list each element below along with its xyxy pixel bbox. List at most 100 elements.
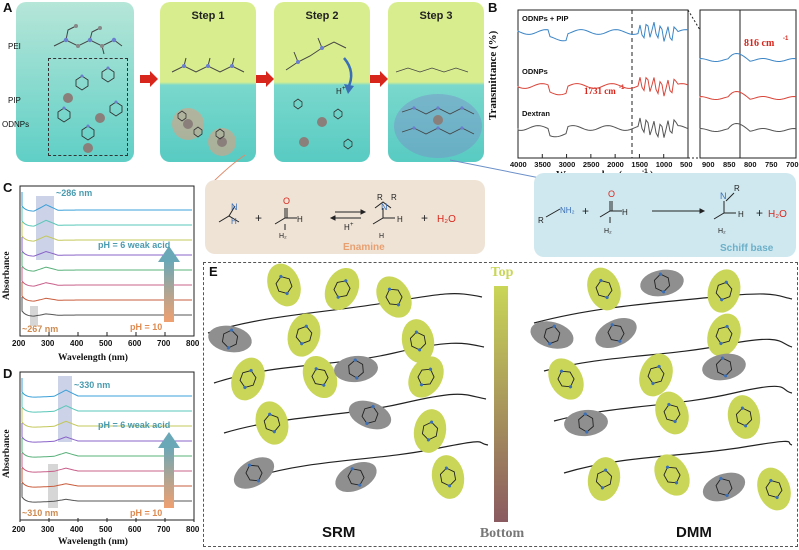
pei-ellipse bbox=[640, 269, 684, 297]
svg-text:H: H bbox=[379, 233, 384, 240]
svg-text:H₂: H₂ bbox=[718, 228, 726, 235]
uv-d-ph-low: pH = 10 bbox=[130, 508, 162, 518]
uv-d-tick-200: 200 bbox=[12, 525, 26, 534]
svg-text:+: + bbox=[421, 211, 428, 225]
pei-ellipse bbox=[334, 355, 378, 383]
ftir-series-label-3: Dextran bbox=[522, 109, 550, 118]
pei-ellipse bbox=[702, 353, 746, 381]
svg-text:N: N bbox=[381, 202, 388, 212]
uv-c-spectrum-7 bbox=[21, 282, 192, 302]
svg-text:N: N bbox=[720, 191, 727, 201]
ftir-tick-2500: 2500 bbox=[583, 160, 600, 169]
ftir-tick-1500: 1500 bbox=[631, 160, 648, 169]
uv-c-peak-high: ~286 nm bbox=[56, 188, 92, 198]
pip-ellipse bbox=[324, 267, 360, 311]
uv-c-spectrum-1 bbox=[21, 192, 192, 212]
pei-ellipse bbox=[564, 409, 608, 437]
ftir-zoom-frame bbox=[699, 9, 797, 159]
pip-ellipse bbox=[408, 356, 444, 398]
ftir-zoom-odnps bbox=[699, 91, 797, 100]
svg-text:N: N bbox=[231, 202, 238, 212]
uv-d-tick-800: 800 bbox=[186, 525, 200, 534]
svg-text:H: H bbox=[344, 223, 350, 232]
pip-ellipse bbox=[413, 409, 447, 453]
uv-c-spectrum-6 bbox=[21, 267, 192, 287]
step-3-box: Step 3 bbox=[388, 2, 484, 162]
uv-d-spectrum-7 bbox=[21, 468, 192, 488]
svg-text:H: H bbox=[231, 217, 237, 226]
label-pei: PEI bbox=[8, 42, 21, 51]
panel-b-label: B bbox=[488, 0, 498, 15]
uv-c-peak-low: ~267 nm bbox=[22, 324, 58, 334]
uv-c-xlabel: Wavelength (nm) bbox=[58, 352, 128, 363]
ftir-zoom-tick-750: 750 bbox=[765, 160, 778, 169]
schiff-reaction-box bbox=[534, 173, 796, 257]
uv-c-ylabel: Absorbance bbox=[2, 251, 12, 300]
uv-c-tick-200: 200 bbox=[12, 339, 26, 348]
uv-c-tick-600: 600 bbox=[128, 339, 142, 348]
ftir-zoom-dextran bbox=[699, 123, 797, 132]
svg-text:+: + bbox=[255, 211, 262, 225]
pip-ellipse bbox=[757, 467, 791, 511]
pip-ellipse bbox=[707, 269, 741, 313]
label-srm: SRM bbox=[322, 524, 356, 541]
enamine-water: H₂O bbox=[437, 214, 456, 225]
ftir-zoom-tick-700: 700 bbox=[786, 160, 799, 169]
enamine-label: Enamine bbox=[343, 242, 385, 253]
uv-c-spectrum-3 bbox=[21, 222, 192, 242]
pip-ellipse bbox=[376, 276, 412, 318]
pip-ellipse bbox=[231, 357, 265, 401]
pip-ellipse bbox=[727, 395, 761, 439]
pip-ellipse bbox=[707, 313, 741, 357]
uv-d-spectrum-8 bbox=[21, 483, 192, 503]
pip-ellipse bbox=[548, 358, 584, 400]
svg-text:+: + bbox=[756, 206, 763, 220]
svg-text:+: + bbox=[342, 86, 346, 92]
schiff-base-label: Schiff base bbox=[720, 243, 774, 254]
uv-d-ylabel: Absorbance bbox=[2, 429, 12, 478]
arrow-to-step2 bbox=[256, 71, 274, 87]
gradient-bar bbox=[494, 286, 508, 522]
ftir-series-label-1: ODNPs + PIP bbox=[522, 14, 568, 23]
step-3-title: Step 3 bbox=[419, 10, 453, 22]
label-odnps: ODNPs bbox=[2, 120, 30, 129]
schiff-water: H₂O bbox=[768, 209, 787, 220]
arrow-to-step3 bbox=[370, 71, 388, 87]
peak-286-band bbox=[36, 196, 54, 260]
ftir-tick-3000: 3000 bbox=[559, 160, 576, 169]
svg-text:R: R bbox=[391, 193, 397, 202]
svg-text:R: R bbox=[377, 193, 383, 202]
ftir-tick-1000: 1000 bbox=[656, 160, 673, 169]
svg-text:H: H bbox=[297, 215, 303, 224]
panel-c-label: C bbox=[3, 180, 13, 195]
uv-d-tick-400: 400 bbox=[70, 525, 84, 534]
schiff-reaction: R NH₂ + O H H₂ N R H H₂ + H₂O Schiff bas… bbox=[538, 184, 787, 254]
uv-d-spectrum-1 bbox=[21, 378, 192, 398]
uv-c-ph-high: pH = 6 weak acid bbox=[98, 240, 170, 250]
pei-ellipse bbox=[348, 400, 392, 430]
pip-ellipse bbox=[655, 391, 689, 435]
panel-e-label: E bbox=[209, 264, 218, 279]
svg-text:H₂: H₂ bbox=[279, 233, 287, 240]
uv-c-spectrum-2 bbox=[21, 207, 192, 227]
panel-e-drawing bbox=[207, 263, 793, 511]
uv-d-tick-700: 700 bbox=[157, 525, 171, 534]
svg-text:R: R bbox=[538, 216, 544, 225]
ftir-series-label-2: ODNPs bbox=[522, 67, 548, 76]
uv-d-spectrum-2 bbox=[21, 393, 192, 413]
step-1-title: Step 1 bbox=[191, 10, 225, 22]
uv-d-spectrum-6 bbox=[21, 453, 192, 473]
panel-a-dashed-region bbox=[48, 58, 128, 156]
svg-text:-1: -1 bbox=[642, 168, 648, 175]
uv-d-spectrum-3 bbox=[21, 408, 192, 428]
label-top: Top bbox=[490, 265, 514, 280]
uv-chart-d: Absorbance ~330 nm ~310 nm pH = 6 weak a… bbox=[2, 371, 200, 547]
uv-c-tick-500: 500 bbox=[99, 339, 113, 348]
ftir-line-odnps bbox=[517, 76, 689, 97]
uv-d-ph-high: pH = 6 weak acid bbox=[98, 420, 170, 430]
ftir-line-dextran bbox=[517, 117, 689, 139]
panel-a-label: A bbox=[3, 0, 13, 15]
ftir-zoom-tick-900: 900 bbox=[702, 160, 715, 169]
uv-d-peak-high: ~330 nm bbox=[74, 380, 110, 390]
ftir-main-frame bbox=[517, 9, 689, 159]
